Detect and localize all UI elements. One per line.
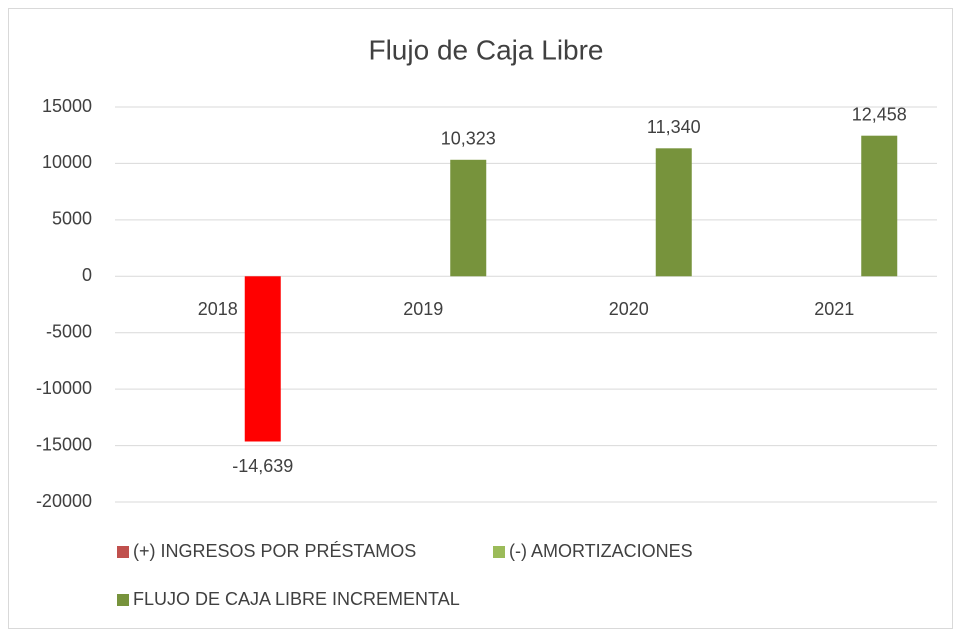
bar	[450, 159, 487, 277]
data-label: 12,458	[852, 104, 907, 124]
data-label: -14,639	[232, 456, 293, 476]
x-tick-label: 2021	[814, 299, 854, 319]
y-tick-label: 5000	[52, 209, 92, 229]
data-label: 11,340	[647, 117, 701, 137]
legend-label: (-) AMORTIZACIONES	[509, 541, 693, 561]
y-tick-label: -10000	[36, 378, 92, 398]
legend-swatch	[117, 594, 129, 606]
legend-label: FLUJO DE CAJA LIBRE INCREMENTAL	[133, 589, 460, 609]
y-tick-label: 0	[82, 265, 92, 285]
chart-title: Flujo de Caja Libre	[368, 34, 603, 65]
y-tick-label: -5000	[46, 321, 92, 341]
y-tick-label: 10000	[42, 152, 92, 172]
chart-border	[8, 8, 953, 629]
bar	[244, 276, 281, 442]
y-tick-label: -20000	[36, 491, 92, 511]
data-label: 10,323	[441, 129, 496, 149]
bar	[655, 148, 692, 277]
x-tick-label: 2020	[609, 299, 649, 319]
bar	[861, 135, 898, 277]
legend-swatch	[493, 546, 505, 558]
legend-swatch	[117, 546, 129, 558]
y-tick-label: 15000	[42, 96, 92, 116]
x-tick-label: 2019	[403, 299, 443, 319]
legend-label: (+) INGRESOS POR PRÉSTAMOS	[133, 541, 416, 561]
y-tick-label: -15000	[36, 434, 92, 454]
x-tick-label: 2018	[198, 299, 238, 319]
